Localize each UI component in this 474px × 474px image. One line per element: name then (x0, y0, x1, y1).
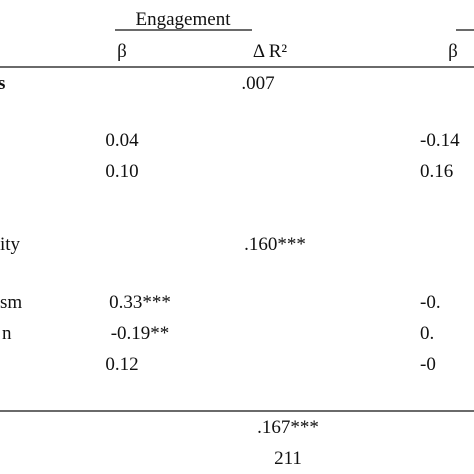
row-label: ity (0, 234, 21, 255)
row-label: n (2, 323, 12, 344)
cell: .160*** (244, 234, 306, 255)
footer-cell: 211 (274, 448, 302, 469)
cell: -0.14 (420, 130, 460, 151)
cell: -0. (420, 292, 441, 313)
footer-cell: .167*** (257, 417, 319, 438)
row-label: sm (0, 292, 22, 313)
cell: 0.12 (105, 354, 138, 375)
cell: -0 (420, 354, 436, 375)
cell: 0.16 (420, 161, 453, 182)
group-header: Engagement (136, 9, 232, 30)
cell: -0.19** (111, 323, 170, 344)
cell: .007 (241, 73, 274, 94)
cell: 0.10 (105, 161, 138, 182)
cell: 0.33*** (109, 292, 171, 313)
column-header: β (117, 41, 127, 62)
cell: 0. (420, 323, 434, 344)
column-header: Δ R² (253, 41, 288, 62)
cell: 0.04 (105, 130, 139, 151)
row-label: s (0, 73, 5, 94)
column-header: β (448, 41, 458, 62)
